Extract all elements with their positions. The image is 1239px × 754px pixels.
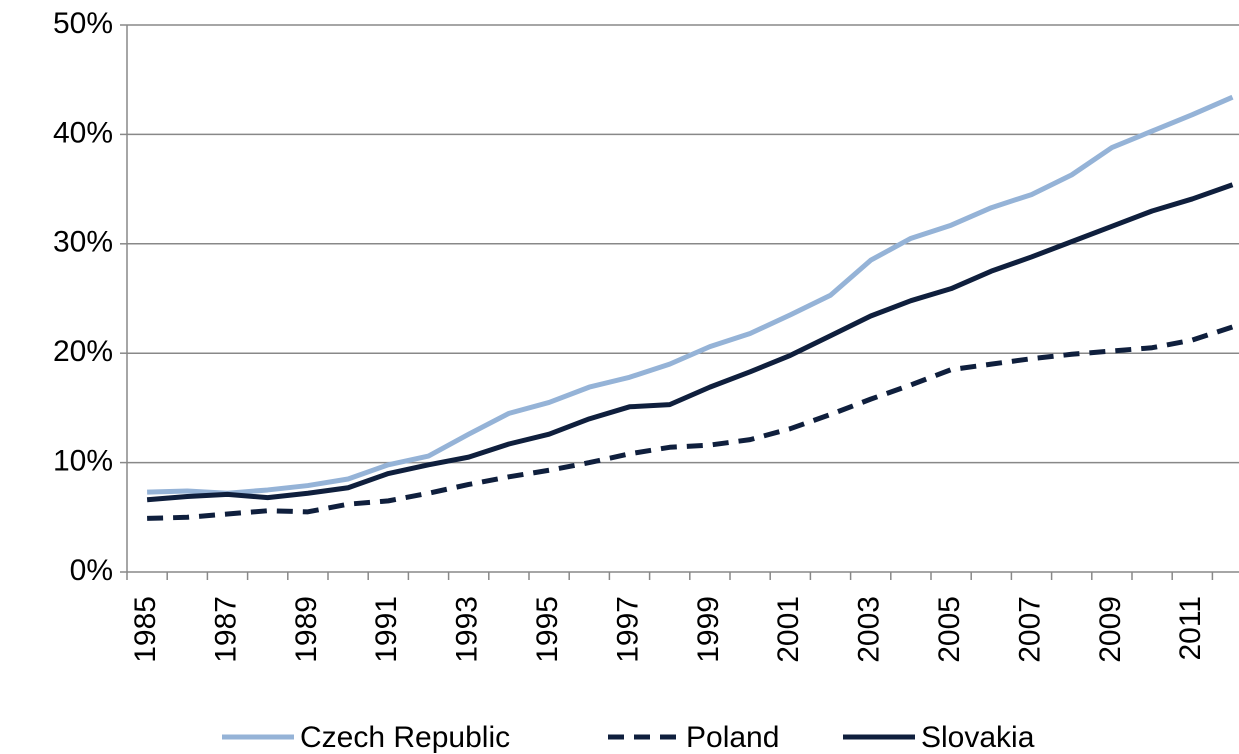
x-tick-label: 2003	[853, 596, 886, 663]
x-tick-label: 1997	[611, 596, 644, 663]
y-tick-label: 30%	[53, 226, 113, 259]
x-tick-label: 1991	[370, 596, 403, 663]
x-tick-label: 2009	[1094, 596, 1127, 663]
y-tick-label: 50%	[53, 7, 113, 40]
x-tick-label: 2011	[1174, 596, 1207, 661]
legend-label: Poland	[686, 721, 779, 754]
legend-label: Slovakia	[921, 721, 1035, 754]
x-tick-label: 2005	[933, 596, 966, 663]
y-tick-label: 20%	[53, 335, 113, 368]
y-tick-label: 10%	[53, 445, 113, 478]
x-tick-label: 1989	[290, 596, 323, 663]
legend-label: Czech Republic	[300, 721, 510, 754]
series-line	[147, 324, 1234, 521]
x-tick-label: 1993	[451, 596, 484, 663]
x-tick-label: 1999	[692, 596, 725, 663]
y-tick-label: 40%	[53, 116, 113, 149]
y-tick-label: 0%	[70, 554, 113, 587]
series-line	[146, 182, 1234, 503]
x-tick-label: 1985	[129, 596, 162, 663]
series-line	[147, 94, 1234, 496]
x-tick-label: 1987	[209, 596, 242, 663]
x-tick-label: 1995	[531, 596, 564, 663]
x-tick-label: 2007	[1013, 596, 1046, 663]
x-tick-label: 2001	[772, 596, 805, 663]
